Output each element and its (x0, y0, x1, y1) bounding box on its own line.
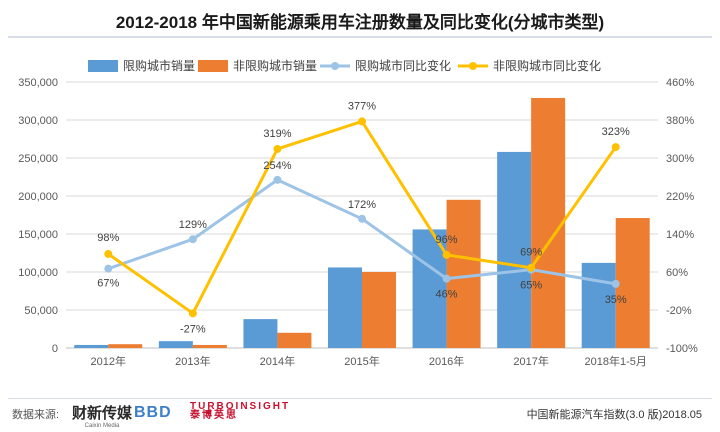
data-label: 69% (520, 247, 542, 259)
data-label: 254% (263, 160, 291, 172)
label-layer: 67% 129% 254% 172% 46% 65% 35% 98% -27% 319% 377% 9… (97, 100, 630, 335)
point-restricted-yoy (442, 274, 451, 283)
point-unrestricted-yoy (611, 143, 620, 152)
caixin-logo: 财新传媒 Caixin Media (72, 402, 132, 429)
footer-divider (8, 398, 712, 399)
legend-marker (469, 62, 477, 70)
x-tick-label: 2014年 (260, 354, 295, 368)
point-restricted-yoy (611, 279, 620, 288)
source-label: 数据来源: (12, 409, 60, 421)
point-restricted-yoy (358, 214, 366, 223)
bar-unrestricted (446, 199, 481, 348)
y-left-tick-label: 50,000 (24, 305, 58, 317)
caixin-logo-text: 财新传媒 (72, 405, 133, 422)
data-label: 98% (97, 232, 119, 244)
data-label: 129% (179, 219, 207, 231)
y-right-tick-label: 460% (666, 77, 694, 89)
data-label: -27% (180, 323, 206, 335)
legend-label: 限购城市同比变化 (355, 58, 451, 73)
axis-layer: 0 50,000 100,000 150,000 200,000 250,000 300,0… (18, 77, 698, 368)
x-tick-label: 2018年1-5月 (585, 354, 647, 368)
bar-unrestricted (531, 97, 566, 349)
x-tick-label: 2017年 (513, 354, 548, 368)
y-left-tick-label: 250,000 (18, 153, 58, 165)
point-restricted-yoy (104, 264, 113, 273)
bbd-logo: BBD (134, 404, 172, 421)
bar-unrestricted (362, 272, 396, 348)
bar-layer (74, 97, 650, 349)
point-unrestricted-yoy (442, 250, 451, 259)
y-right-tick-label: 220% (666, 191, 694, 203)
bar-unrestricted (108, 344, 143, 348)
legend-label: 限购城市销量 (123, 58, 195, 73)
x-tick-label: 2012年 (91, 354, 126, 368)
legend-swatch (88, 60, 118, 72)
y-right-tick-label: -100% (666, 343, 698, 355)
point-unrestricted-yoy (104, 249, 113, 258)
bar-unrestricted (615, 218, 650, 348)
line-layer (104, 117, 620, 318)
data-label: 323% (602, 126, 630, 138)
y-right-tick-label: 380% (666, 115, 694, 127)
y-right-tick-label: -20% (666, 305, 692, 317)
data-label: 172% (348, 199, 376, 211)
bar-restricted (243, 319, 278, 348)
data-label: 96% (436, 234, 458, 246)
legend-marker (331, 62, 339, 70)
y-left-tick-label: 300,000 (18, 115, 58, 127)
turboinsight-logo-text: TURBOINSIGHT (190, 401, 291, 412)
data-label: 67% (97, 278, 119, 290)
combo-chart: 0 50,000 100,000 150,000 200,000 250,000 300,0… (18, 58, 698, 368)
bar-unrestricted (192, 344, 227, 348)
bar-restricted (158, 341, 193, 348)
point-restricted-yoy (188, 235, 197, 244)
x-tick-label: 2016年 (429, 354, 464, 368)
y-right-tick-label: 300% (666, 153, 694, 165)
turboinsight-logo: TURBOINSIGHT 泰博英思 (190, 401, 291, 421)
point-unrestricted-yoy (527, 263, 536, 272)
point-restricted-yoy (273, 175, 282, 184)
data-label: 46% (436, 289, 458, 301)
y-left-tick-label: 0 (52, 343, 58, 355)
bar-restricted (412, 229, 447, 348)
x-tick-label: 2015年 (344, 354, 379, 368)
point-unrestricted-yoy (273, 144, 282, 153)
bar-restricted (328, 267, 362, 348)
bar-restricted (74, 344, 109, 348)
bar-restricted (581, 262, 616, 348)
point-unrestricted-yoy (358, 117, 366, 126)
legend-swatch (198, 60, 228, 72)
y-left-tick-label: 100,000 (18, 267, 58, 279)
y-left-tick-label: 200,000 (18, 191, 58, 203)
data-label: 319% (263, 128, 291, 140)
bar-unrestricted (277, 332, 312, 348)
source-note: 中国新能源汽车指数(3.0 版)2018.05 (526, 409, 702, 421)
legend-label: 非限购城市销量 (233, 58, 317, 73)
y-left-tick-label: 350,000 (18, 77, 58, 89)
y-right-tick-label: 60% (666, 267, 688, 279)
y-left-tick-label: 150,000 (18, 229, 58, 241)
turboinsight-logo-sub: 泰博英思 (190, 410, 238, 421)
title-divider (8, 36, 712, 38)
point-unrestricted-yoy (188, 309, 197, 318)
legend-label: 非限购城市同比变化 (493, 58, 601, 73)
chart-title: 2012-2018 年中国新能源乘用车注册数量及同比变化(分城市类型) (115, 13, 605, 32)
data-label: 377% (348, 100, 376, 112)
caixin-logo-sub: Caixin Media (84, 423, 120, 429)
y-right-tick-label: 140% (666, 229, 694, 241)
data-label: 35% (605, 294, 627, 306)
data-label: 65% (520, 280, 542, 292)
legend: 限购城市销量 非限购城市销量 限购城市同比变化 非限购城市同比变化 (88, 58, 601, 73)
x-tick-label: 2013年 (175, 354, 210, 368)
bar-restricted (497, 151, 532, 348)
